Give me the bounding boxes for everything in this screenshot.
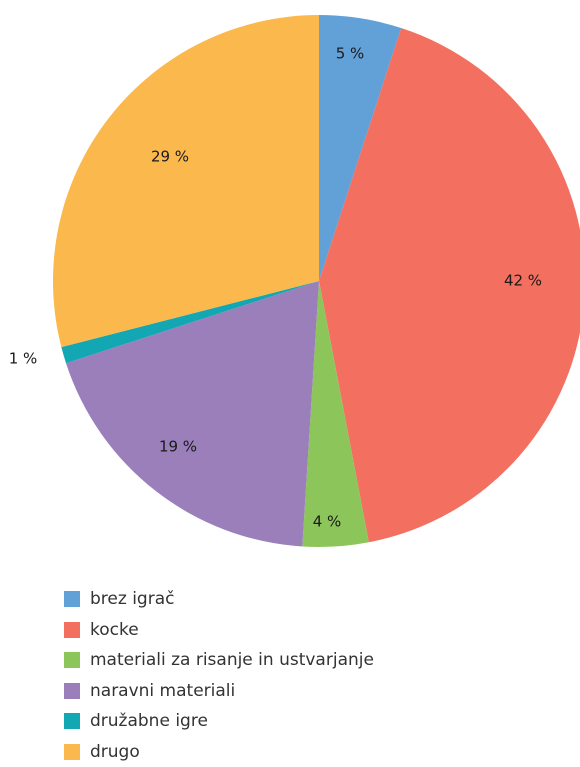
data-label-4: 1 % (9, 350, 38, 368)
legend-swatch (64, 591, 80, 607)
data-label-5: 29 % (151, 148, 189, 166)
legend-label: kocke (90, 620, 139, 640)
legend-swatch (64, 652, 80, 668)
data-label-3: 19 % (159, 438, 197, 456)
data-label-2: 4 % (313, 513, 342, 531)
legend-label: materiali za risanje in ustvarjanje (90, 650, 374, 670)
legend-item: brez igrač (64, 584, 374, 615)
legend-item: drugo (64, 737, 374, 767)
legend-swatch (64, 683, 80, 699)
legend-item: naravni materiali (64, 676, 374, 707)
legend-label: drugo (90, 742, 140, 762)
legend-swatch (64, 622, 80, 638)
legend-swatch (64, 744, 80, 760)
pie-slices (53, 15, 580, 547)
legend-item: družabne igre (64, 706, 374, 737)
data-label-0: 5 % (336, 45, 365, 63)
data-label-1: 42 % (504, 272, 542, 290)
legend-label: brez igrač (90, 589, 174, 609)
legend-label: družabne igre (90, 711, 208, 731)
legend-item: materiali za risanje in ustvarjanje (64, 645, 374, 676)
legend: brez igrač kocke materiali za risanje in u… (64, 584, 374, 767)
legend-swatch (64, 713, 80, 729)
legend-item: kocke (64, 615, 374, 646)
legend-label: naravni materiali (90, 681, 235, 701)
